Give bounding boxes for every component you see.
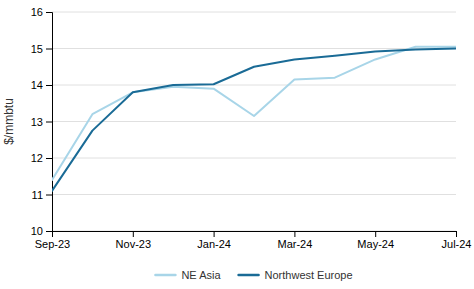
tick: 13	[31, 116, 52, 128]
legend-swatch	[239, 274, 259, 277]
plot-area: 10 11 12 13 14 15 16 Sep-23 Nov-23 Jan-24 Mar-24 Ma…	[2, 6, 471, 250]
grid	[52, 12, 456, 231]
lines	[52, 47, 456, 191]
tick-mark	[52, 231, 53, 237]
tick-label: 15	[31, 43, 43, 55]
tick: 15	[31, 43, 52, 55]
tick-label: Nov-23	[116, 238, 151, 250]
grid-line	[52, 158, 456, 159]
series-line	[52, 49, 456, 191]
tick-label: 10	[31, 225, 43, 237]
legend-label: Northwest Europe	[265, 269, 353, 281]
y-axis-label: $/mmbtu	[2, 98, 16, 145]
legend-swatch	[155, 274, 175, 277]
tick-mark	[46, 158, 52, 159]
tick-label: Jul-24	[442, 238, 472, 250]
legend-label: NE Asia	[181, 269, 221, 281]
tick: 14	[31, 79, 52, 91]
tick-label: 14	[31, 79, 43, 91]
tick-label: 16	[31, 6, 43, 18]
tick-mark	[46, 195, 52, 196]
tick-mark	[214, 231, 215, 237]
tick-mark	[375, 231, 376, 237]
tick-label: 11	[32, 189, 43, 201]
tick-mark	[133, 231, 134, 237]
grid-line	[52, 12, 456, 13]
tick: Jan-24	[197, 231, 231, 250]
tick: 10	[31, 225, 52, 237]
legend: NE Asia Northwest Europe	[155, 269, 352, 281]
tick: Jul-24	[442, 231, 472, 250]
tick-label: Mar-24	[277, 238, 312, 250]
chart: 10 11 12 13 14 15 16 Sep-23 Nov-23 Jan-24 Mar-24 Ma…	[0, 0, 474, 289]
tick: 11	[32, 189, 52, 201]
tick-mark	[294, 231, 295, 237]
tick: Mar-24	[277, 231, 312, 250]
tick-mark	[456, 231, 457, 237]
x-axis: Sep-23 Nov-23 Jan-24 Mar-24 May-24 Jul-24	[35, 231, 472, 250]
grid-line	[52, 121, 456, 122]
legend-item: Northwest Europe	[239, 269, 353, 281]
legend-item: NE Asia	[155, 269, 221, 281]
tick-label: 13	[31, 116, 43, 128]
tick-mark	[46, 12, 52, 13]
axis-line	[53, 232, 457, 238]
tick: 16	[31, 6, 52, 18]
tick-mark	[46, 49, 52, 50]
grid-line	[52, 85, 456, 86]
grid-line	[52, 194, 456, 195]
tick: Sep-23	[35, 231, 70, 250]
y-axis: 10 11 12 13 14 15 16	[31, 6, 53, 237]
tick: May-24	[357, 231, 394, 250]
axis-line	[46, 13, 53, 232]
tick-label: Jan-24	[197, 238, 231, 250]
grid-line	[52, 48, 456, 49]
tick: Nov-23	[116, 231, 151, 250]
tick-label: 12	[31, 152, 43, 164]
tick-mark	[46, 231, 52, 232]
tick: 12	[31, 152, 52, 164]
tick-mark	[46, 122, 52, 123]
tick-label: Sep-23	[35, 238, 70, 250]
tick-label: May-24	[357, 238, 394, 250]
tick-mark	[46, 85, 52, 86]
